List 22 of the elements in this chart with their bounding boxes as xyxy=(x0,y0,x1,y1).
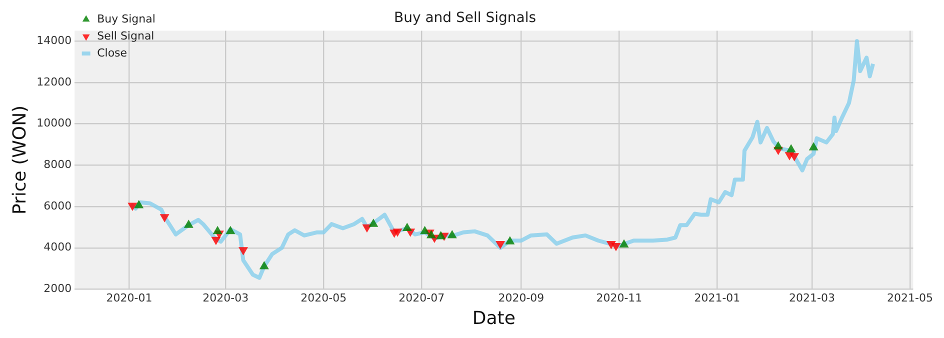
y-tick-label: 4000 xyxy=(44,240,72,254)
x-tick-label: 2021-05 xyxy=(886,292,933,305)
y-tick-label: 8000 xyxy=(44,158,72,172)
x-tick-label: 2020-05 xyxy=(300,292,347,305)
legend-label: Close xyxy=(97,46,128,60)
y-tick-label: 2000 xyxy=(44,282,72,296)
legend-label: Buy Signal xyxy=(97,12,156,26)
x-tick-label: 2020-09 xyxy=(498,292,544,305)
y-tick-label: 12000 xyxy=(36,75,72,88)
y-tick-label: 14000 xyxy=(36,34,72,47)
x-tick-label: 2021-01 xyxy=(694,292,740,305)
y-tick-label: 10000 xyxy=(36,116,72,130)
x-tick-label: 2021-03 xyxy=(788,292,835,305)
y-tick-label: 6000 xyxy=(44,199,72,212)
x-tick-label: 2020-01 xyxy=(106,292,152,305)
legend-label: Sell Signal xyxy=(97,29,154,42)
x-axis-title: Date xyxy=(472,308,516,329)
x-tick-label: 2020-11 xyxy=(596,292,642,305)
x-tick-label: 2020-03 xyxy=(202,292,249,305)
y-axis-title: Price (WON) xyxy=(9,105,30,215)
chart-title: Buy and Sell Signals xyxy=(394,10,536,26)
x-tick-label: 2020-07 xyxy=(398,292,445,305)
